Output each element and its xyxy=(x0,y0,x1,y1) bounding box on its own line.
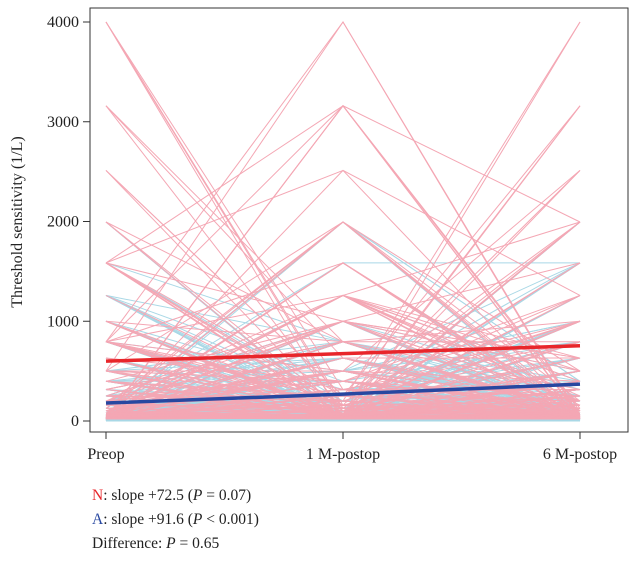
subject-line-n xyxy=(105,262,581,414)
y-tick-label: 4000 xyxy=(47,14,79,31)
legend-row-a: A: slope +91.6 (P < 0.001) xyxy=(92,508,259,532)
y-tick-label: 0 xyxy=(71,413,79,430)
legend-text-difference: : xyxy=(157,535,167,552)
subject-line-n xyxy=(105,262,581,418)
x-tick-label: 6 M-postop xyxy=(543,446,617,463)
subject-line-n xyxy=(105,221,581,420)
trend-line-n xyxy=(105,343,581,363)
subject-line-n xyxy=(105,169,581,418)
chart: 0 1000 2000 3000 4000 Preop 1 M-postop 6 M-post… xyxy=(9,7,629,463)
y-tick-label: 2000 xyxy=(47,214,79,231)
subject-line-n xyxy=(105,104,581,419)
legend-p-n: P xyxy=(192,487,203,504)
individual-lines xyxy=(105,21,581,422)
legend-row-difference: Difference: P = 0.65 xyxy=(92,532,259,556)
subject-line-n xyxy=(105,221,581,406)
subject-line-n xyxy=(105,400,581,420)
subject-line-n xyxy=(105,221,581,417)
legend-value-n: = 0.07) xyxy=(202,487,252,504)
x-tick-label: Preop xyxy=(87,446,124,463)
subject-line-n xyxy=(105,412,581,420)
legend-label-difference: Difference xyxy=(92,535,158,552)
subject-line-n xyxy=(105,294,581,419)
legend-p-a: P xyxy=(192,511,203,528)
subject-line-n xyxy=(105,21,581,418)
subject-line-n xyxy=(105,21,581,397)
legend-label-a: A xyxy=(92,511,104,528)
subject-line-n xyxy=(106,294,581,397)
trend-line-a xyxy=(105,382,581,405)
axes: 0 1000 2000 3000 4000 Preop 1 M-postop 6 M-post… xyxy=(47,7,629,463)
legend-row-n: N: slope +72.5 (P = 0.07) xyxy=(92,484,259,508)
plot-frame xyxy=(89,7,629,433)
legend-text-a: : slope +91.6 ( xyxy=(103,511,193,528)
legend-value-a: < 0.001) xyxy=(202,511,259,528)
y-tick-label: 1000 xyxy=(47,313,79,330)
y-tick-label: 3000 xyxy=(47,114,79,131)
trend-lines xyxy=(105,343,581,405)
subject-line-n xyxy=(105,262,581,416)
subject-line-n xyxy=(105,320,581,402)
subject-line-n xyxy=(105,262,581,409)
legend-text-n: : slope +72.5 ( xyxy=(103,487,193,504)
legend-value-difference: = 0.65 xyxy=(175,535,220,552)
legend-p-difference: P xyxy=(166,535,176,552)
legend-label-n: N xyxy=(92,487,104,504)
subject-line-n xyxy=(105,294,581,402)
subject-line-n xyxy=(105,388,581,420)
legend: N: slope +72.5 (P = 0.07) A: slope +91.6… xyxy=(92,484,259,556)
x-tick-label: 1 M-postop xyxy=(306,446,380,463)
y-axis-title: Threshold sensitivity (1/L) xyxy=(9,136,26,308)
